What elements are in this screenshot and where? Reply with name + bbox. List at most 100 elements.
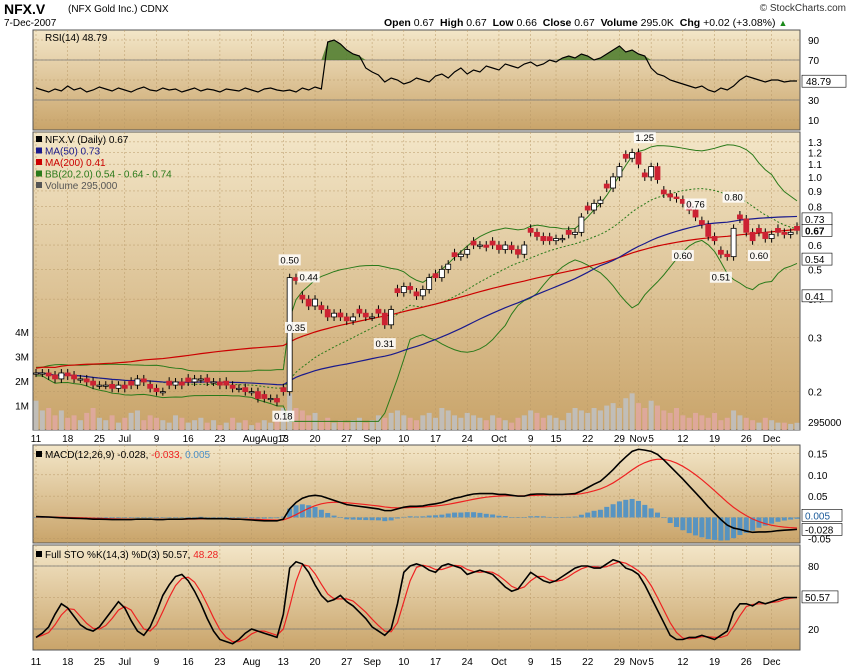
price-candle: [388, 305, 395, 329]
panel-sto: [32, 544, 801, 651]
x-tick-label: 15: [550, 657, 562, 668]
price-candle: [451, 248, 458, 261]
macd-histogram-bar: [471, 512, 477, 518]
macd-histogram-bar: [654, 512, 660, 518]
candle-body: [553, 238, 559, 242]
volume-bar: [96, 417, 102, 430]
candle-body: [654, 166, 661, 180]
price-candle: [77, 374, 84, 383]
volume-bar: [185, 422, 191, 430]
price-candle: [324, 305, 331, 322]
volume-bar: [477, 417, 483, 430]
macd-histogram-bar: [616, 501, 622, 518]
low-label: Low: [492, 17, 514, 29]
candle-body: [217, 381, 223, 386]
candle-body: [635, 152, 642, 165]
volume-bar: [578, 410, 584, 430]
candle-body: [464, 249, 471, 255]
candle-body: [584, 205, 591, 211]
volume-bar: [635, 403, 641, 430]
price-legend: NFX.V (Daily) 0.67: [45, 135, 129, 146]
price-candle: [400, 282, 407, 297]
x-tick-label: Jul: [118, 434, 131, 445]
candle-body: [381, 312, 388, 326]
x-tick-label: Jul: [118, 657, 131, 668]
macd-histogram-bar: [458, 512, 464, 518]
chg-label: Chg: [679, 17, 701, 29]
price-candle: [159, 387, 166, 396]
volume-bar: [325, 417, 331, 430]
candle-body: [140, 378, 147, 383]
macd-histogram-bar: [356, 517, 362, 520]
price-candle: [185, 374, 192, 387]
price-candle: [489, 237, 496, 250]
legend-swatch: [36, 451, 42, 457]
price-annotation: 0.60: [674, 251, 693, 262]
price-candle: [312, 295, 318, 311]
macd-histogram-bar: [502, 516, 508, 518]
candle-body: [166, 380, 173, 386]
stockcharts-credit[interactable]: © StockCharts.com: [759, 3, 846, 14]
macd-histogram-bar: [153, 517, 159, 518]
macd-histogram-bar: [762, 517, 768, 526]
price-annotation-box: [684, 198, 707, 210]
candle-body: [502, 244, 509, 250]
volume-bar: [566, 412, 572, 430]
macd-histogram-bar: [325, 513, 331, 518]
x-tick-label: Aug: [243, 657, 261, 668]
candle-body: [331, 312, 337, 318]
sto-legend-k: Full STO %K(14,3) %D(3) 50.57,: [45, 550, 193, 561]
volume-bar: [534, 412, 540, 430]
candle-body: [236, 387, 242, 390]
volume-bar: [616, 408, 622, 430]
candle-body: [597, 199, 604, 204]
candle-body: [426, 277, 433, 290]
candle-body: [286, 277, 293, 393]
volume-bar: [483, 420, 489, 430]
rsi-tick-label: 70: [808, 56, 820, 67]
sto-right-box: [801, 590, 839, 604]
price-candle: [197, 374, 204, 383]
chart-date: 7-Dec-2007: [4, 18, 57, 29]
price-candle: [419, 285, 426, 300]
volume-bar: [242, 420, 248, 430]
price-candle: [362, 309, 369, 322]
open-value: 0.67: [413, 17, 435, 29]
rsi-last-label: 48.79: [806, 77, 831, 88]
price-candle: [356, 305, 363, 318]
macd-histogram-bar: [261, 517, 267, 519]
price-annotation-box: [373, 338, 396, 350]
candle-body: [489, 240, 496, 246]
candle-body: [743, 218, 750, 233]
price-candle: [648, 162, 655, 181]
volume-bar: [344, 422, 350, 430]
volume-tick-label: 1M: [15, 402, 29, 413]
candle-body: [648, 166, 655, 178]
price-annotation: 0.18: [274, 412, 293, 423]
price-annotation-box: [297, 271, 320, 283]
volume-bar: [147, 415, 153, 430]
price-tick-label: 1.1: [808, 160, 822, 171]
candle-body: [756, 227, 762, 233]
candle-body: [540, 236, 547, 242]
candle-body: [223, 380, 230, 386]
x-tick-label: 10: [398, 657, 410, 668]
candle-body: [407, 286, 414, 290]
candle-body: [369, 316, 376, 319]
legend-swatch: [36, 170, 42, 177]
candle-body: [375, 308, 382, 314]
macd-histogram-bar: [699, 517, 705, 538]
volume-bar: [629, 393, 635, 430]
price-candle: [90, 377, 96, 390]
volume-bar: [591, 408, 597, 430]
price-annotation: 0.76: [686, 200, 705, 211]
candle-body: [438, 268, 445, 279]
volume-bar: [750, 420, 756, 430]
volume-bar: [496, 417, 502, 430]
macd-histogram-bar: [141, 517, 147, 518]
price-annotation: 0.51: [712, 273, 731, 284]
volume-tick-label: 2M: [15, 377, 29, 388]
price-candle: [508, 241, 515, 254]
volume-bar: [762, 417, 768, 430]
macd-histogram-bar: [318, 509, 324, 518]
